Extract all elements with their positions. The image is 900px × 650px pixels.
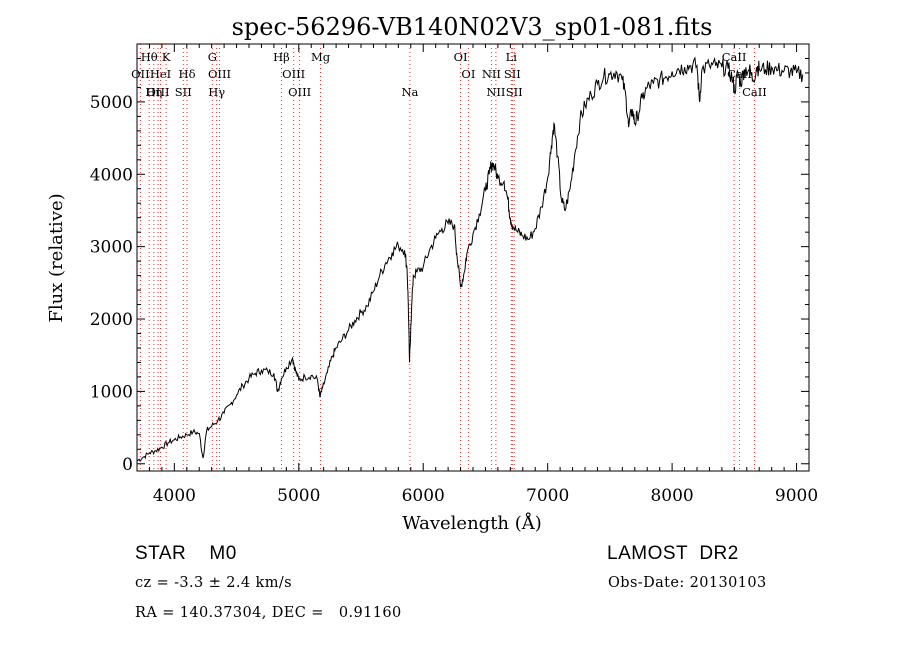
- line-label: CaII: [742, 85, 767, 99]
- line-label: Hβ: [273, 50, 290, 64]
- line-label: OIII: [208, 67, 231, 81]
- y-tick-label: 5000: [90, 93, 133, 113]
- x-axis-label: Wavelength (Å): [402, 512, 542, 534]
- line-label: SII: [504, 67, 521, 81]
- object-type: STAR M0: [135, 543, 237, 564]
- line-label: NII: [486, 85, 505, 99]
- line-label: NII: [482, 67, 501, 81]
- chart-title: spec-56296-VB140N02V3_sp01-081.fits: [232, 13, 713, 41]
- x-tick-label: 6000: [402, 486, 445, 506]
- line-label: HeI: [150, 67, 171, 81]
- line-label: SII: [506, 85, 523, 99]
- y-axis: 0 1000 2000 3000 4000 5000: [90, 43, 809, 475]
- line-label: Na: [401, 85, 418, 99]
- x-axis: 4000 5000 6000 7000 8000 9000: [136, 44, 818, 506]
- line-label: Hη: [145, 85, 162, 99]
- line-label: OII: [131, 67, 150, 81]
- line-label: OI: [461, 67, 475, 81]
- coordinates: RA = 140.37304, DEC = 0.91160: [135, 605, 402, 621]
- line-label: SII: [175, 85, 192, 99]
- line-label: Mg: [311, 50, 331, 64]
- line-label: OIII: [146, 85, 169, 99]
- observation-date: Obs-Date: 20130103: [608, 575, 767, 591]
- line-label: K: [162, 50, 171, 64]
- redshift-label: cz = -3.3 ± 2.4 km/s: [135, 575, 292, 591]
- x-tick-label: 8000: [650, 486, 693, 506]
- line-label: Hδ: [179, 67, 196, 81]
- line-label: OIII: [288, 85, 311, 99]
- line-label: CaII: [722, 50, 747, 64]
- line-label: OI: [454, 50, 468, 64]
- y-tick-label: 0: [122, 455, 133, 475]
- y-tick-label: 3000: [90, 238, 133, 258]
- line-label: Li: [506, 50, 518, 64]
- y-tick-label: 1000: [90, 382, 133, 402]
- x-tick-label: 5000: [277, 486, 320, 506]
- x-tick-label: 7000: [526, 486, 569, 506]
- line-label: G: [208, 50, 217, 64]
- x-tick-label: 4000: [153, 486, 196, 506]
- y-tick-label: 4000: [90, 165, 133, 185]
- line-label: OIII: [282, 67, 305, 81]
- line-label: Hγ: [208, 85, 225, 99]
- plot-frame: [136, 43, 810, 472]
- survey-name: LAMOST DR2: [607, 543, 739, 564]
- y-tick-label: 2000: [90, 310, 133, 330]
- spectrum-line: [136, 56, 804, 463]
- spectral-line-markers: [139, 44, 755, 471]
- line-label: Hθ: [141, 50, 158, 64]
- x-tick-label: 9000: [775, 486, 818, 506]
- y-axis-label: Flux (relative): [46, 193, 67, 322]
